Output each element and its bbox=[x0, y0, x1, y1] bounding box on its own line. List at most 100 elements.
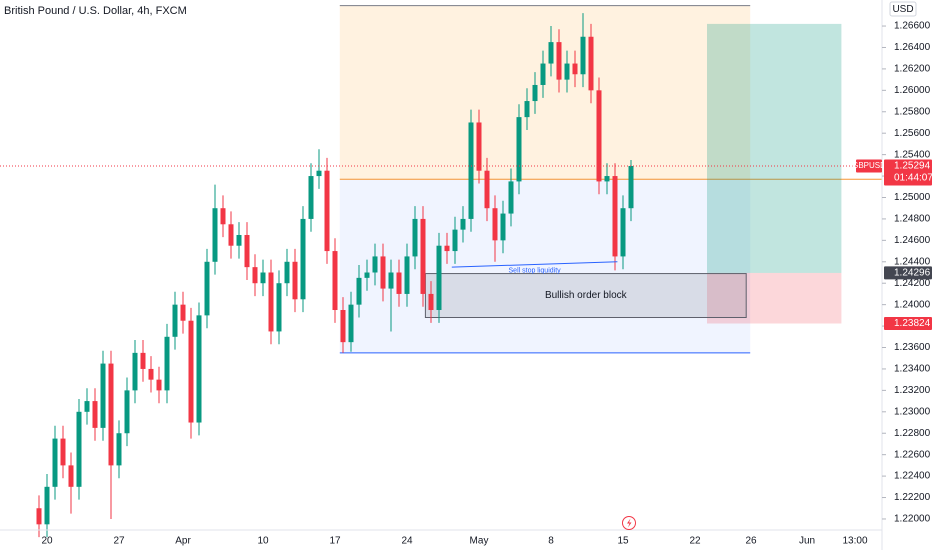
order-block bbox=[424, 273, 747, 319]
candle-body bbox=[540, 63, 546, 85]
candle-body bbox=[148, 368, 154, 380]
candle-body bbox=[220, 208, 226, 225]
countdown-label: 01:44:07 bbox=[894, 173, 932, 184]
y-tick-label: 1.26400 bbox=[894, 42, 931, 53]
x-tick-label: 22 bbox=[689, 536, 701, 547]
stop-zone bbox=[707, 272, 842, 324]
y-tick-label: 1.24600 bbox=[894, 235, 931, 246]
x-tick-label: May bbox=[470, 536, 489, 547]
candle-body bbox=[332, 251, 338, 311]
x-tick-label: 15 bbox=[617, 536, 629, 547]
symbol-label-box bbox=[856, 159, 882, 173]
candle-body bbox=[36, 508, 42, 525]
candle-body bbox=[300, 218, 306, 300]
candle-body bbox=[396, 272, 402, 294]
candle-body bbox=[252, 267, 258, 284]
candle-body bbox=[556, 42, 562, 80]
x-tick-label: 27 bbox=[113, 536, 125, 547]
candle-body bbox=[140, 352, 146, 369]
candle-body bbox=[188, 320, 194, 423]
x-tick-label: 13:00 bbox=[842, 536, 867, 547]
x-tick-label: Apr bbox=[175, 536, 191, 547]
y-tick-label: 1.24200 bbox=[894, 278, 931, 289]
candle-body bbox=[116, 433, 122, 466]
drawings bbox=[339, 5, 882, 354]
candle-body bbox=[236, 234, 242, 246]
candle-body bbox=[60, 438, 66, 466]
candle-body bbox=[324, 170, 330, 252]
candle-body bbox=[284, 261, 290, 284]
candle-body bbox=[364, 272, 370, 278]
y-tick-label: 1.22600 bbox=[894, 449, 931, 460]
last-price-label: 1.25294 bbox=[894, 161, 931, 172]
candle-body bbox=[292, 261, 298, 300]
entry-label-box bbox=[884, 266, 932, 280]
candle-body bbox=[460, 218, 466, 230]
candle-body bbox=[204, 261, 210, 316]
liquidity-line bbox=[451, 261, 618, 268]
candle-body bbox=[588, 36, 594, 91]
candle-body bbox=[508, 181, 514, 214]
candle-body bbox=[172, 304, 178, 337]
overlay: Bullish order block Sell stop liquidity bbox=[0, 165, 882, 301]
y-tick-label: 1.25800 bbox=[894, 106, 931, 117]
candle-body bbox=[68, 465, 74, 487]
y-tick-label: 1.22000 bbox=[894, 514, 931, 525]
candle-body bbox=[100, 363, 106, 428]
candle-body bbox=[268, 272, 274, 332]
y-tick-label: 1.24800 bbox=[894, 214, 931, 225]
target-zone bbox=[707, 23, 842, 273]
y-tick-label: 1.22200 bbox=[894, 492, 931, 503]
candle-body bbox=[628, 165, 634, 209]
candle-body bbox=[260, 272, 266, 284]
y-tick-label: 1.26000 bbox=[894, 85, 931, 96]
candle-body bbox=[108, 363, 114, 466]
x-tick-label: Jun bbox=[799, 536, 815, 547]
candle-body bbox=[468, 122, 474, 219]
candle-body bbox=[180, 304, 186, 321]
candle-body bbox=[548, 42, 554, 64]
x-tick-label: 8 bbox=[548, 536, 554, 547]
candle-body bbox=[532, 84, 538, 102]
event-icon[interactable] bbox=[622, 516, 636, 530]
y-tick-label: 1.24000 bbox=[894, 299, 931, 310]
x-tick-label: 26 bbox=[745, 536, 757, 547]
candle-body bbox=[388, 272, 394, 289]
candle-body bbox=[524, 101, 530, 118]
candle-body bbox=[428, 293, 434, 311]
candle-body bbox=[340, 310, 346, 343]
candle-body bbox=[76, 411, 82, 487]
y-tick-label: 1.25400 bbox=[894, 149, 931, 160]
currency-box bbox=[889, 1, 917, 17]
axes: 1.22000 1.22200 1.22400 1.22600 1.22800 1.230… bbox=[41, 21, 932, 547]
candle-body bbox=[444, 245, 450, 252]
y-tick-label: 1.23000 bbox=[894, 406, 931, 417]
candle-body bbox=[132, 352, 138, 391]
candle-body bbox=[476, 122, 482, 171]
y-tick-label: 1.26200 bbox=[894, 64, 931, 75]
candle-body bbox=[156, 379, 162, 391]
chart-title: British Pound / U.S. Dollar, 4h, FXCM bbox=[4, 5, 187, 17]
candle-body bbox=[84, 401, 90, 412]
candle-body bbox=[164, 336, 170, 391]
candle-body bbox=[276, 283, 282, 332]
candle-body bbox=[572, 63, 578, 75]
candle-body bbox=[484, 170, 490, 209]
candle-body bbox=[92, 401, 98, 428]
y-tick-label: 1.25600 bbox=[894, 128, 931, 139]
event-icon-bolt[interactable] bbox=[627, 518, 632, 528]
x-tick-label: 20 bbox=[41, 536, 53, 547]
candle-body bbox=[308, 176, 314, 219]
y-tick-label: 1.23400 bbox=[894, 364, 931, 375]
candle-body bbox=[244, 234, 250, 268]
candle-body bbox=[372, 256, 378, 273]
candle-body bbox=[124, 390, 130, 434]
candle-body bbox=[500, 213, 506, 241]
symbol-label: GBPUSD bbox=[852, 161, 886, 170]
candle-body bbox=[452, 229, 458, 252]
candle-body bbox=[44, 486, 50, 525]
currency-label: USD bbox=[892, 4, 913, 15]
discount-zone bbox=[339, 179, 751, 353]
